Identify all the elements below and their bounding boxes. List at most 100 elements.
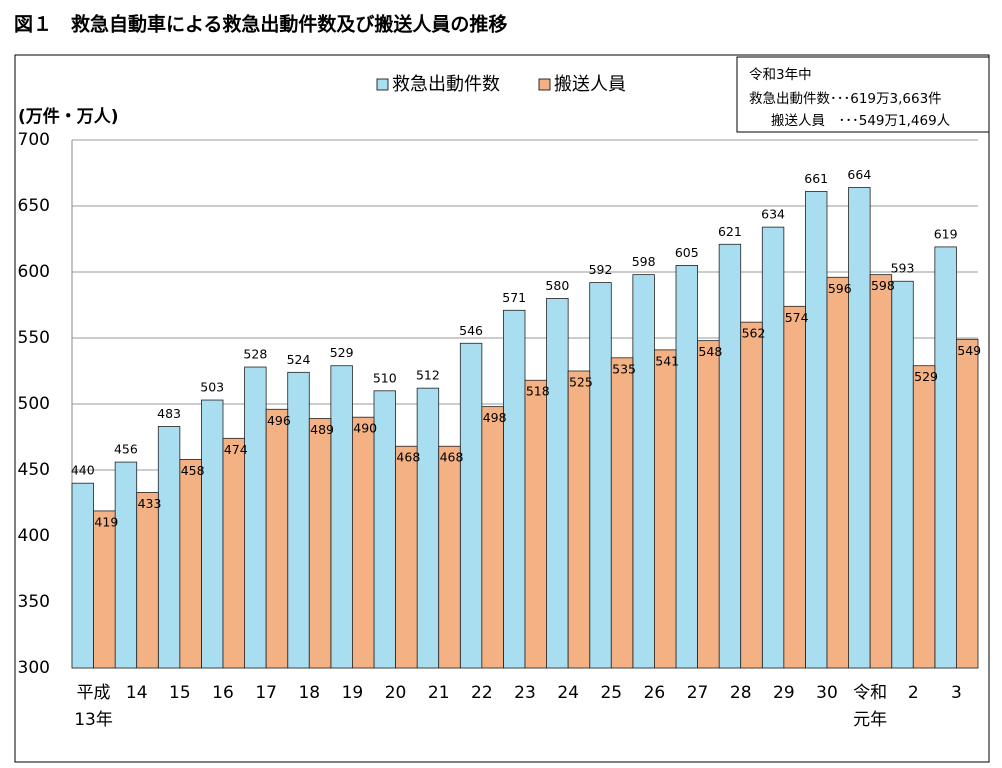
bar	[503, 309, 526, 669]
x-tick-label: 21	[427, 683, 450, 703]
data-label: 524	[287, 352, 311, 367]
data-label: 593	[891, 261, 915, 276]
y-tick-label: 650	[18, 196, 50, 216]
bar	[265, 408, 289, 669]
x-tick-label: 平成 13年	[74, 683, 113, 730]
x-tick-label: 24	[557, 683, 579, 703]
bar	[589, 282, 612, 669]
bar	[675, 264, 698, 669]
bar	[740, 321, 763, 669]
data-label: 456	[114, 442, 138, 457]
data-label: 496	[267, 413, 291, 428]
data-label: 474	[224, 442, 248, 457]
data-label: 483	[157, 406, 181, 421]
bar	[136, 492, 159, 669]
data-label: 528	[243, 347, 267, 362]
bar	[330, 365, 353, 669]
data-label: 489	[310, 422, 334, 437]
bar	[459, 342, 483, 669]
data-label: 598	[871, 278, 895, 293]
data-label: 548	[698, 344, 722, 359]
data-label: 490	[353, 421, 377, 436]
bar	[912, 365, 936, 669]
x-tick-label: 30	[816, 683, 838, 703]
data-label: 440	[71, 463, 95, 478]
data-label: 498	[483, 410, 507, 425]
bar	[632, 274, 655, 669]
y-tick-label: 350	[18, 592, 50, 612]
bar	[848, 187, 871, 669]
x-tick-label: 16	[212, 683, 234, 703]
data-label: 592	[589, 262, 613, 277]
data-label: 525	[569, 375, 593, 390]
x-tick-label: 令和 元年	[853, 683, 888, 730]
y-tick-label: 600	[18, 262, 50, 282]
data-label: 661	[804, 171, 828, 186]
data-label: 503	[200, 380, 224, 395]
y-tick-label: 400	[18, 526, 50, 546]
x-tick-label: 22	[471, 683, 493, 703]
bar	[934, 246, 957, 669]
bar	[93, 510, 116, 669]
data-label: 619	[934, 226, 958, 241]
bar	[114, 461, 138, 669]
bar	[395, 445, 418, 669]
bar	[869, 274, 893, 669]
x-tick-label: 25	[600, 683, 623, 703]
data-label: 541	[655, 353, 679, 368]
data-label: 580	[545, 278, 569, 293]
bar	[373, 390, 396, 669]
chart-title: 図１ 救急自動車による救急出動件数及び搬送人員の推移	[14, 13, 507, 36]
data-label: 596	[828, 281, 852, 296]
data-label: 529	[330, 345, 354, 360]
x-tick-label: 26	[643, 683, 666, 703]
bar	[308, 418, 332, 669]
bar	[524, 379, 547, 669]
bar	[783, 305, 806, 669]
data-label: 598	[632, 254, 656, 269]
bar	[481, 406, 504, 669]
bar	[546, 297, 569, 669]
annotation: 搬送人員 ･･･549万1,469人	[771, 113, 951, 129]
y-tick-label: 450	[18, 460, 50, 480]
annotation: 救急出動件数･･･619万3,663件	[749, 91, 942, 107]
chart-frame	[14, 54, 990, 763]
bar	[222, 437, 245, 669]
data-label: 535	[612, 361, 636, 376]
data-label: 562	[742, 326, 766, 341]
y-tick-label: 700	[18, 130, 50, 150]
x-tick-label: 17	[255, 683, 277, 703]
bar	[201, 399, 224, 669]
x-tick-label: 23	[514, 683, 536, 703]
bar	[244, 366, 267, 669]
x-tick-label: 20	[384, 683, 407, 703]
legend-swatch	[538, 78, 551, 91]
data-label: 433	[138, 496, 162, 511]
data-label: 518	[526, 384, 550, 399]
bar	[610, 357, 634, 669]
legend-label: 救急出動件数	[392, 74, 500, 95]
x-tick-label: 18	[298, 683, 321, 703]
annotation-box	[736, 56, 990, 133]
bar	[352, 416, 375, 669]
data-label: 468	[396, 450, 420, 465]
x-tick-label: 29	[773, 683, 795, 703]
data-label: 529	[914, 369, 938, 384]
data-label: 458	[181, 463, 205, 478]
bar	[157, 426, 181, 669]
bar	[826, 276, 849, 669]
data-label: 605	[675, 245, 699, 260]
y-tick-label: 500	[18, 394, 50, 414]
bar	[761, 226, 785, 669]
bar	[179, 459, 202, 669]
bar	[438, 445, 461, 669]
bar	[805, 191, 828, 669]
data-label: 468	[440, 450, 464, 465]
data-label: 546	[459, 323, 483, 338]
bar	[654, 349, 677, 669]
x-tick-label: 14	[125, 683, 148, 703]
legend-label: 搬送人員	[554, 74, 626, 95]
y-tick-label: 300	[18, 658, 50, 678]
